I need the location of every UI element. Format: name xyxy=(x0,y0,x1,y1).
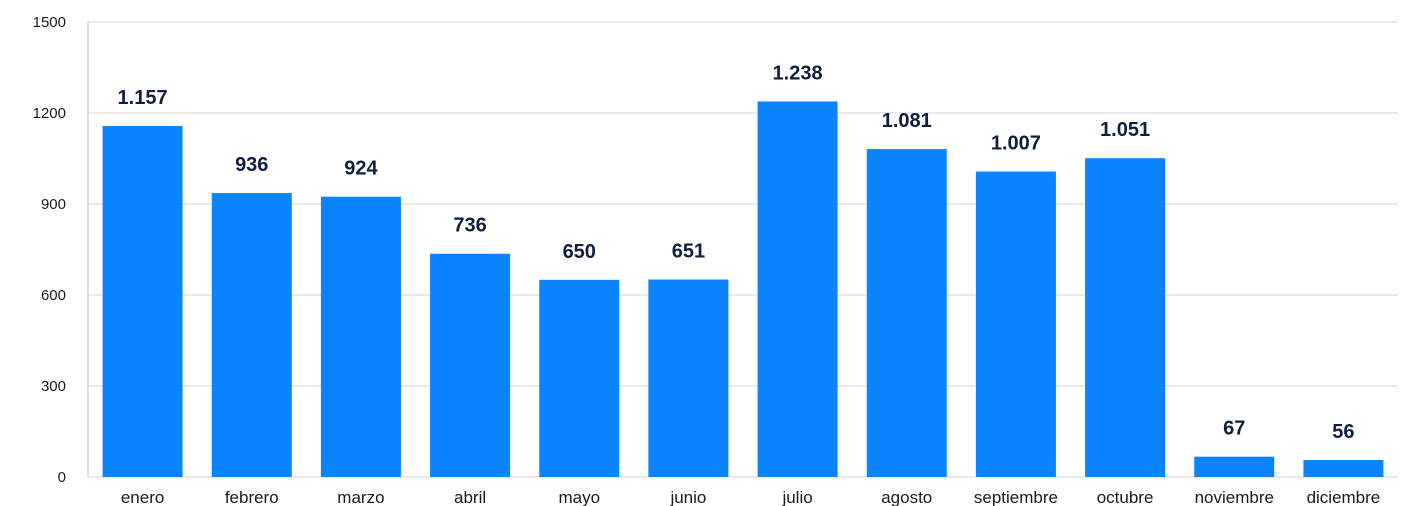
bar-noviembre xyxy=(1194,456,1275,477)
y-tick-label: 900 xyxy=(41,196,66,213)
bars xyxy=(102,101,1384,478)
x-tick-label-diciembre: diciembre xyxy=(1307,488,1381,506)
data-label-julio: 1.238 xyxy=(773,62,823,84)
data-label-marzo: 924 xyxy=(344,158,378,180)
x-tick-label-julio: julio xyxy=(781,488,812,506)
bar-octubre xyxy=(1085,158,1166,478)
bar-septiembre xyxy=(975,171,1056,477)
data-label-noviembre: 67 xyxy=(1223,418,1245,440)
grid-lines xyxy=(87,21,1398,478)
y-axis-ticks: 0 300 600 900 1200 1500 xyxy=(33,14,66,486)
x-tick-label-junio: junio xyxy=(669,488,706,506)
bar-febrero xyxy=(211,193,292,477)
bar-mayo xyxy=(539,279,620,477)
data-label-abril: 736 xyxy=(453,215,486,237)
y-tick-label: 300 xyxy=(41,378,66,395)
data-label-mayo: 650 xyxy=(563,241,596,263)
x-tick-label-febrero: febrero xyxy=(225,488,279,506)
x-tick-label-septiembre: septiembre xyxy=(974,488,1058,506)
y-tick-label: 600 xyxy=(41,287,66,304)
bar-junio xyxy=(648,279,729,477)
data-label-diciembre: 56 xyxy=(1332,421,1354,443)
x-tick-label-octubre: octubre xyxy=(1097,488,1154,506)
x-tick-label-agosto: agosto xyxy=(881,488,932,506)
y-tick-label: 0 xyxy=(58,469,66,486)
bar-agosto xyxy=(866,149,947,477)
data-label-agosto: 1.081 xyxy=(882,110,932,132)
data-label-junio: 651 xyxy=(672,241,705,263)
data-label-septiembre: 1.007 xyxy=(991,133,1041,155)
x-tick-label-noviembre: noviembre xyxy=(1195,488,1274,506)
bar-enero xyxy=(102,126,183,477)
bar-julio xyxy=(757,101,838,478)
x-axis-ticks: enero febrero marzo abril mayo junio julio agos… xyxy=(121,488,1380,506)
x-tick-label-abril: abril xyxy=(454,488,486,506)
data-label-enero: 1.157 xyxy=(118,87,168,109)
bar-marzo xyxy=(320,196,401,477)
x-tick-label-mayo: mayo xyxy=(558,488,600,506)
data-label-febrero: 936 xyxy=(235,154,268,176)
bar-abril xyxy=(430,253,511,477)
data-label-octubre: 1.051 xyxy=(1100,119,1150,141)
bar-diciembre xyxy=(1303,460,1384,477)
x-tick-label-marzo: marzo xyxy=(337,488,384,506)
x-tick-label-enero: enero xyxy=(121,488,164,506)
y-tick-label: 1200 xyxy=(33,105,66,122)
y-tick-label: 1500 xyxy=(33,14,66,31)
data-labels: 1.157 936 924 736 650 651 1.238 1.081 1.007 1.051… xyxy=(118,62,1355,443)
